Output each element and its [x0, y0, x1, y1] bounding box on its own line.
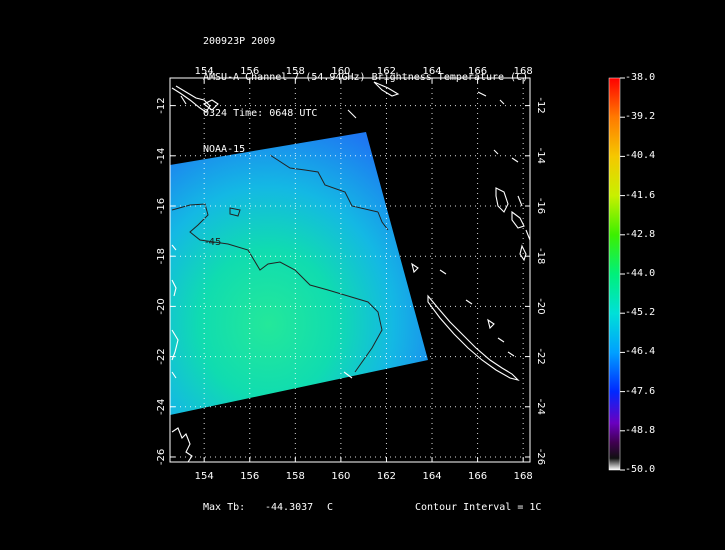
title-line-satellite: NOAA-15 [203, 144, 246, 155]
lat-tick-label-right: -20 [535, 298, 546, 314]
lat-tick-label-left: -24 [156, 399, 167, 415]
colorbar-label: -45.2 [625, 307, 656, 319]
lat-tick-label-left: -20 [156, 298, 167, 314]
colorbar [608, 77, 621, 471]
lat-tick-label-right: -24 [535, 399, 546, 415]
max-tb-label: Max Tb: [203, 502, 246, 513]
lon-tick-label-top: 160 [331, 66, 350, 77]
colorbar-label: -38.0 [625, 72, 656, 83]
colorbar-label: -41.6 [625, 189, 656, 201]
colorbar-ticks [620, 77, 625, 471]
max-tb-unit: C [327, 502, 334, 513]
lat-tick-label-left: -16 [156, 198, 167, 214]
lon-tick-label-bottom: 164 [422, 471, 441, 482]
lon-tick-label-bottom: 162 [377, 471, 396, 482]
lon-tick-label-bottom: 168 [514, 471, 533, 482]
max-tb-value: -44.3037 [265, 502, 314, 513]
colorbar-label: -42.8 [625, 228, 656, 240]
title-line-time: 0324 Time: 0648 UTC [203, 108, 318, 119]
coastlines [171, 81, 530, 462]
lat-tick-label-left: -22 [156, 348, 167, 364]
colorbar-label: -50.0 [625, 464, 656, 475]
colorbar-label: -47.6 [625, 385, 656, 397]
colorbar-label: -40.4 [625, 150, 656, 162]
colorbar-label: -44.0 [625, 268, 656, 279]
lat-tick-label-left: -26 [156, 449, 167, 465]
lon-tick-label-bottom: 154 [195, 471, 214, 482]
colorbar-label: -48.8 [625, 424, 656, 436]
lon-tick-label-top: 164 [422, 66, 441, 77]
lon-tick-label-top: 158 [286, 66, 305, 77]
lat-tick-label-right: -16 [535, 198, 546, 214]
lat-tick-label-right: -14 [535, 148, 546, 164]
colorbar-label: -39.2 [625, 111, 656, 123]
lat-tick-label-right: -22 [535, 348, 546, 364]
lon-tick-label-top: 154 [195, 66, 214, 77]
lon-tick-label-top: 162 [377, 66, 396, 77]
lon-tick-label-bottom: 158 [286, 471, 305, 482]
lon-tick-label-bottom: 156 [240, 471, 259, 482]
lon-tick-label-bottom: 166 [468, 471, 487, 482]
contour-label: -45 [205, 237, 221, 248]
lat-tick-label-right: -12 [535, 97, 546, 113]
lon-tick-label-top: 156 [240, 66, 259, 77]
lon-tick-label-top: 168 [514, 66, 533, 77]
lat-tick-label-right: -18 [535, 248, 546, 264]
map-frame [169, 77, 531, 463]
contour-interval: Contour Interval = 1C [415, 502, 542, 513]
lon-tick-label-bottom: 160 [331, 471, 350, 482]
axis-tick-labels: 154 154 156 156 158 158 160 160 162 162 164 164 166 1… [156, 66, 546, 482]
axis-ticks [170, 78, 530, 462]
lat-tick-label-right: -26 [535, 449, 546, 465]
lat-tick-label-left: -14 [156, 148, 167, 164]
title-line-storm: 200923P 2009 [203, 36, 276, 47]
lon-tick-label-top: 166 [468, 66, 487, 77]
lat-lon-grid [170, 78, 530, 462]
lat-tick-label-left: -18 [156, 248, 167, 264]
lat-tick-label-left: -12 [156, 97, 167, 113]
colorbar-label: -46.4 [625, 346, 656, 358]
